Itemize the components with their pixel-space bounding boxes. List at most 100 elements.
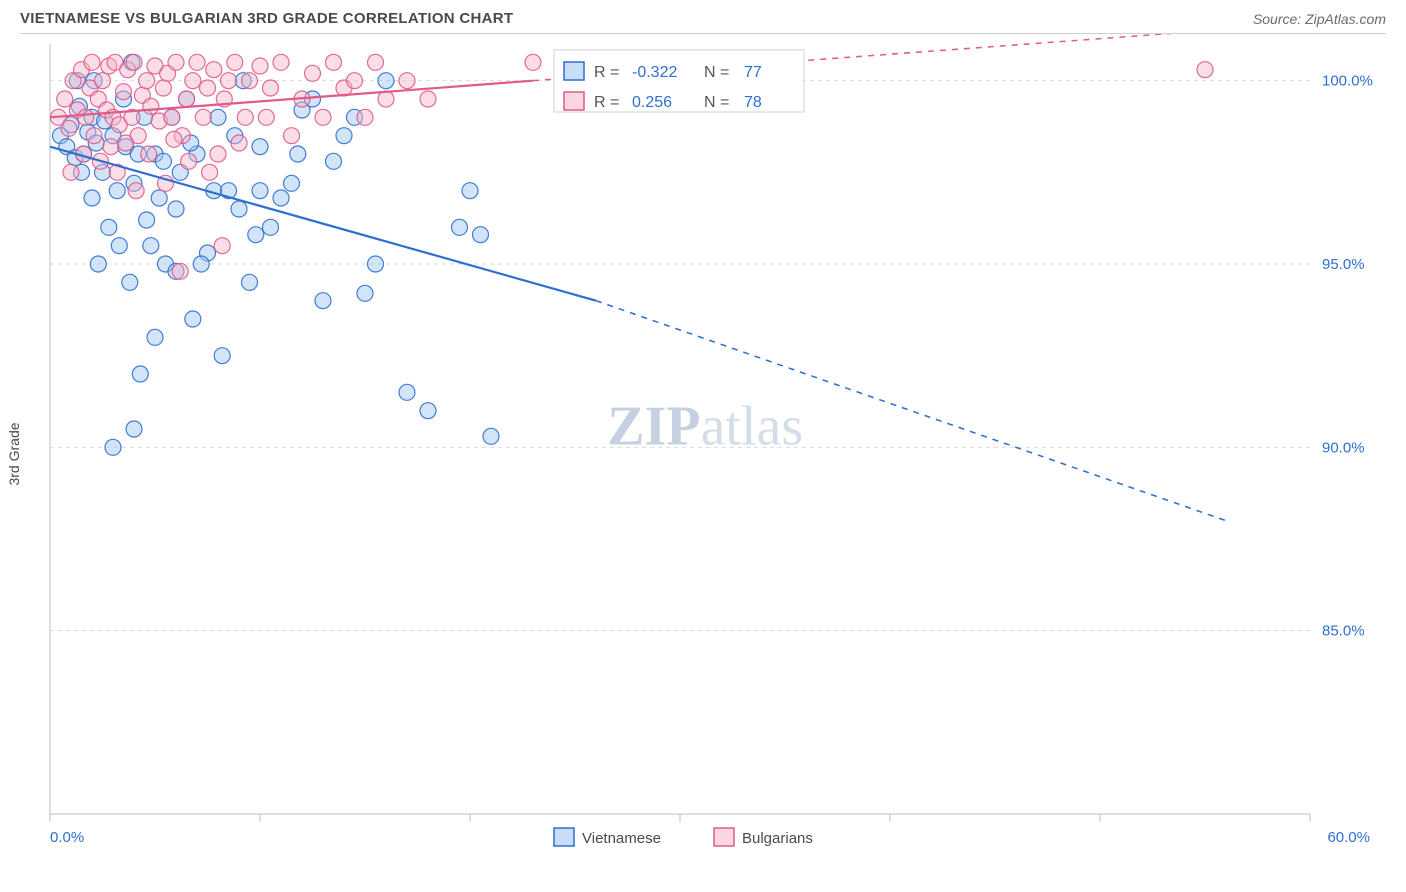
- stats-n-value: 77: [744, 64, 762, 81]
- data-point: [378, 91, 394, 107]
- stats-n-label: N =: [704, 94, 729, 111]
- data-point: [336, 128, 352, 144]
- data-point: [172, 263, 188, 279]
- data-point: [452, 219, 468, 235]
- data-point: [147, 329, 163, 345]
- data-point: [86, 128, 102, 144]
- data-point: [252, 58, 268, 74]
- data-point: [462, 183, 478, 199]
- data-point: [1197, 62, 1213, 78]
- data-point: [315, 293, 331, 309]
- data-point: [95, 73, 111, 89]
- data-point: [214, 348, 230, 364]
- stats-n-label: N =: [704, 64, 729, 81]
- data-point: [525, 54, 541, 70]
- data-point: [214, 238, 230, 254]
- data-point: [128, 183, 144, 199]
- data-point: [185, 73, 201, 89]
- legend-swatch: [714, 828, 734, 846]
- data-point: [195, 109, 211, 125]
- stats-swatch: [564, 62, 584, 80]
- stats-r-value: -0.322: [632, 64, 677, 81]
- stats-n-value: 78: [744, 94, 762, 111]
- data-point: [420, 403, 436, 419]
- data-point: [248, 227, 264, 243]
- data-point: [399, 384, 415, 400]
- stats-box: [554, 50, 804, 112]
- data-point: [118, 135, 134, 151]
- data-point: [57, 91, 73, 107]
- data-point: [258, 109, 274, 125]
- data-point: [242, 73, 258, 89]
- data-point: [315, 109, 331, 125]
- data-point: [357, 285, 373, 301]
- data-point: [206, 62, 222, 78]
- data-point: [263, 219, 279, 235]
- stats-swatch: [564, 92, 584, 110]
- data-point: [84, 190, 100, 206]
- data-point: [116, 84, 132, 100]
- legend-swatch: [554, 828, 574, 846]
- data-point: [399, 73, 415, 89]
- data-point: [200, 80, 216, 96]
- data-point: [357, 109, 373, 125]
- data-point: [155, 80, 171, 96]
- data-point: [378, 73, 394, 89]
- data-point: [166, 131, 182, 147]
- data-point: [237, 109, 253, 125]
- data-point: [231, 135, 247, 151]
- y-axis-label: 3rd Grade: [6, 422, 22, 485]
- stats-r-label: R =: [594, 94, 619, 111]
- source-name: ZipAtlas.com: [1305, 11, 1386, 27]
- source-prefix: Source:: [1253, 11, 1305, 27]
- y-tick-label: 95.0%: [1322, 256, 1365, 273]
- data-point: [368, 54, 384, 70]
- data-point: [420, 91, 436, 107]
- data-point: [326, 153, 342, 169]
- data-point: [189, 54, 205, 70]
- data-point: [132, 366, 148, 382]
- data-point: [181, 153, 197, 169]
- data-point: [139, 212, 155, 228]
- data-point: [155, 153, 171, 169]
- data-point: [242, 274, 258, 290]
- watermark: ZIPatlas: [607, 395, 803, 457]
- data-point: [141, 146, 157, 162]
- legend-label: Vietnamese: [582, 830, 661, 847]
- data-point: [111, 238, 127, 254]
- data-point: [168, 201, 184, 217]
- data-point: [179, 91, 195, 107]
- data-point: [151, 190, 167, 206]
- data-point: [143, 98, 159, 114]
- data-point: [84, 54, 100, 70]
- data-point: [61, 120, 77, 136]
- data-point: [284, 175, 300, 191]
- x-tick-label: 0.0%: [50, 829, 84, 846]
- chart-container: 3rd Grade 85.0%90.0%95.0%100.0%0.0%60.0%…: [20, 33, 1386, 874]
- y-tick-label: 100.0%: [1322, 73, 1373, 90]
- data-point: [326, 54, 342, 70]
- data-point: [273, 190, 289, 206]
- data-point: [227, 54, 243, 70]
- data-point: [143, 238, 159, 254]
- chart-title: VIETNAMESE VS BULGARIAN 3RD GRADE CORREL…: [20, 10, 513, 27]
- chart-header: VIETNAMESE VS BULGARIAN 3RD GRADE CORREL…: [0, 0, 1406, 33]
- chart-source: Source: ZipAtlas.com: [1253, 11, 1386, 27]
- data-point: [347, 73, 363, 89]
- data-point: [305, 65, 321, 81]
- y-tick-label: 85.0%: [1322, 623, 1365, 640]
- data-point: [105, 439, 121, 455]
- data-point: [122, 274, 138, 290]
- stats-r-value: 0.256: [632, 94, 672, 111]
- data-point: [164, 109, 180, 125]
- data-point: [168, 54, 184, 70]
- data-point: [483, 428, 499, 444]
- y-tick-label: 90.0%: [1322, 439, 1365, 456]
- stats-r-label: R =: [594, 64, 619, 81]
- data-point: [139, 73, 155, 89]
- data-point: [63, 164, 79, 180]
- data-point: [273, 54, 289, 70]
- data-point: [202, 164, 218, 180]
- data-point: [210, 109, 226, 125]
- data-point: [252, 183, 268, 199]
